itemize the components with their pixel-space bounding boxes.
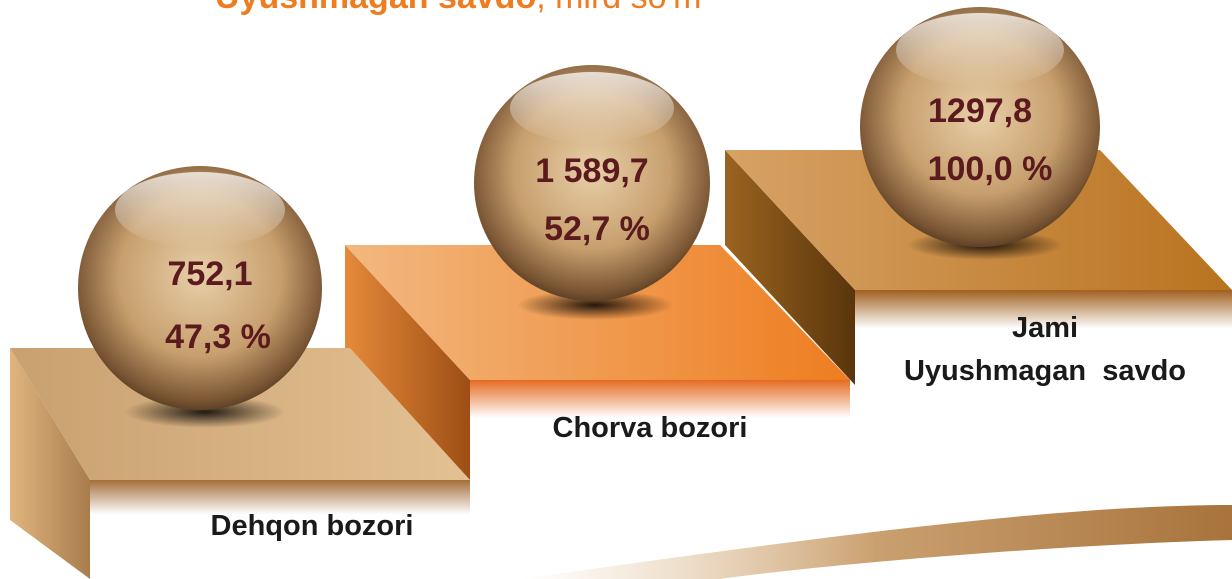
share: 52,7 % — [544, 210, 650, 248]
title-bold: Uyushmagan savdo — [215, 0, 536, 16]
amount: 752,1 — [167, 255, 252, 293]
sphere-highlight — [896, 13, 1064, 87]
title-rest: , mlrd so'm — [536, 0, 701, 16]
sphere-highlight — [510, 72, 674, 144]
step-label: Jami — [1012, 312, 1078, 344]
step-front — [470, 380, 850, 475]
share: 47,3 % — [165, 318, 271, 356]
step-side — [10, 348, 90, 579]
sphere-highlight — [115, 172, 285, 248]
amount: 1297,8 — [928, 92, 1032, 130]
title: Uyushmagan savdo, mlrd so'm — [215, 0, 701, 16]
step-label: Chorva bozori — [553, 412, 748, 444]
step-front — [90, 480, 470, 579]
step-side — [725, 150, 855, 385]
step-side — [345, 245, 470, 480]
share: 100,0 % — [928, 150, 1053, 188]
sphere-shadow — [517, 290, 673, 320]
step-front — [855, 290, 1232, 400]
swoosh — [520, 505, 1232, 579]
step-label: Uyushmagan savdo — [904, 355, 1186, 387]
amount: 1 589,7 — [535, 152, 648, 190]
step-label: Dehqon bozori — [211, 510, 414, 542]
